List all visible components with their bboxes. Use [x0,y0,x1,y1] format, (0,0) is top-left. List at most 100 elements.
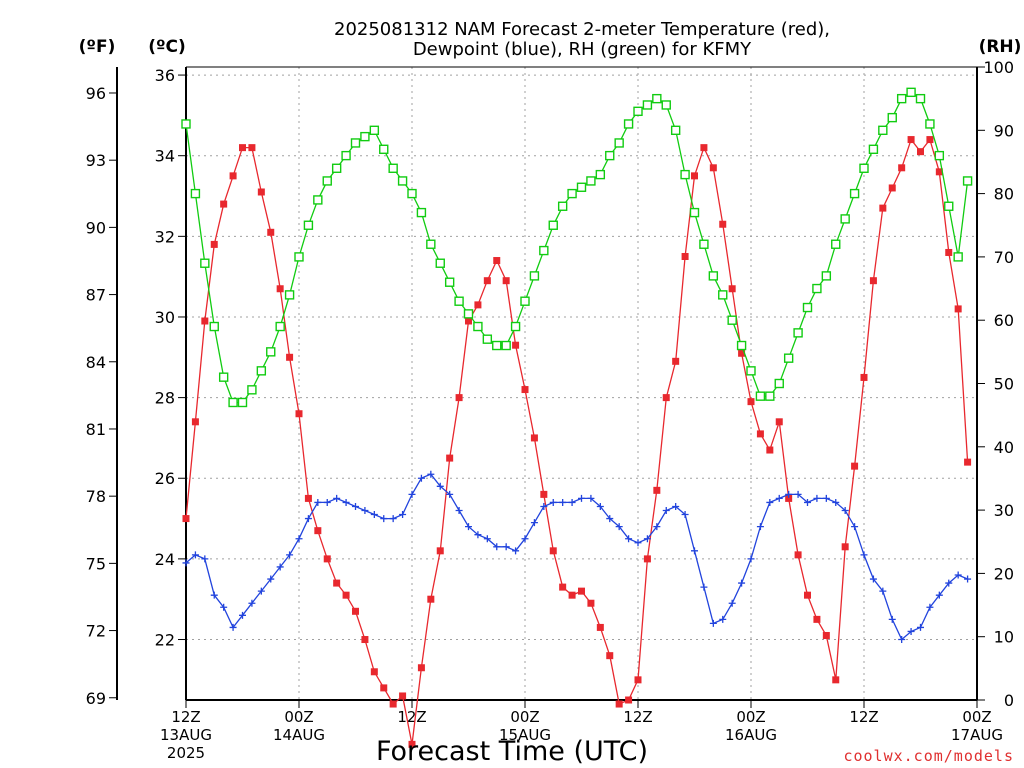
rh-point [218,372,229,382]
axes [116,66,978,701]
fahrenheit-tick-label: 90 [86,218,106,237]
rh-point [444,277,455,287]
rh-point [783,353,794,363]
rh-point [313,195,323,205]
dewpoint-point [898,636,906,644]
rh-tick-label: 40 [994,438,1014,457]
temperature-series [182,136,972,748]
dewpoint-point [229,623,237,631]
rh-point [736,340,747,351]
dewpoint-point [276,563,284,571]
dewpoint-point [625,535,633,543]
temperature-point [766,446,774,454]
dewpoint-point [342,498,350,506]
celsius-tick-label: 34 [155,147,175,166]
celsius-tick-label: 30 [155,308,175,327]
rh-point [925,119,935,129]
temperature-point [738,349,746,357]
dewpoint-point [954,571,962,579]
dewpoint-point [822,494,830,502]
dewpoint-point [578,494,585,502]
rh-point [689,207,700,218]
x-tick-label: 12Z [171,708,200,726]
dewpoint-line [185,473,968,641]
rh-point [962,176,973,186]
chart-title-line1: 2025081312 NAM Forecast 2-meter Temperat… [334,19,830,40]
dewpoint-point [286,551,294,559]
x-axis-label: Forecast Time (UTC) [376,736,648,767]
fahrenheit-tick-label: 81 [86,420,106,439]
rh-tick-label: 30 [994,501,1014,520]
dewpoint-point [446,490,454,498]
temperature-point [248,144,256,152]
temperature-point [502,277,510,285]
rh-point [529,271,540,281]
dewpoint-point [361,507,369,515]
dewpoint-point [964,575,972,583]
temperature-point [700,144,708,152]
dewpoint-point [257,587,265,595]
temperature-point [954,305,962,313]
dewpoint-point [427,470,435,478]
dewpoint-point [220,603,228,611]
rh-point [331,163,342,173]
dewpoint-point [766,498,774,506]
rh-point [812,283,822,294]
temperature-point [813,615,821,623]
temperature-point [559,583,567,591]
rh-point [953,252,963,262]
rh-point [793,328,803,338]
dewpoint-point [672,502,680,510]
celsius-tick-label: 36 [155,66,175,85]
rh-point [501,340,511,351]
rh-point [557,201,568,211]
rh-point [944,201,954,211]
fahrenheit-tick-label: 93 [86,151,106,170]
dewpoint-point [333,494,341,502]
dewpoint-point [389,515,397,523]
temperature-point [333,579,341,587]
rh-unit-label: (RH) [979,37,1022,57]
rh-point [746,366,756,376]
rh-point [247,385,257,395]
dewpoint-point [879,587,887,595]
rh-point [520,296,530,306]
rh-tick-label: 70 [994,248,1014,267]
fahrenheit-tick-label: 72 [86,622,106,641]
temperature-point [323,555,331,563]
temperature-point [239,144,246,152]
x-tick-label: 13AUG [160,726,212,744]
rh-tick-label: 90 [994,121,1014,140]
rh-point [765,391,775,401]
rh-point [209,321,219,332]
x-tick-label: 00Z [962,708,991,726]
dewpoint-point [248,599,256,607]
temperature-point [257,188,265,196]
rh-point [463,309,474,319]
dewpoint-point [804,498,811,506]
temperature-point [794,551,802,559]
rh-point [350,138,361,148]
temperature-point [869,277,877,285]
temperature-point [446,454,454,462]
temperature-point [267,228,275,236]
dewpoint-point [606,515,614,523]
dewpoint-point [653,523,661,531]
celsius-tick-label: 32 [155,227,175,246]
temperature-point [474,301,482,309]
temperature-point [512,341,520,349]
temperature-point [436,547,444,555]
temperature-point [201,317,209,325]
rh-point [275,321,285,332]
dewpoint-point [691,547,698,555]
temperature-point [540,490,548,498]
temperature-point [964,458,972,466]
rh-point [727,315,737,325]
temperature-point [935,168,943,176]
dewpoint-point [926,603,934,611]
rh-point [416,207,427,218]
rh-point [670,125,681,136]
fahrenheit-tick-label: 96 [86,84,106,103]
rh-point [868,144,879,154]
dewpoint-point [465,523,472,531]
